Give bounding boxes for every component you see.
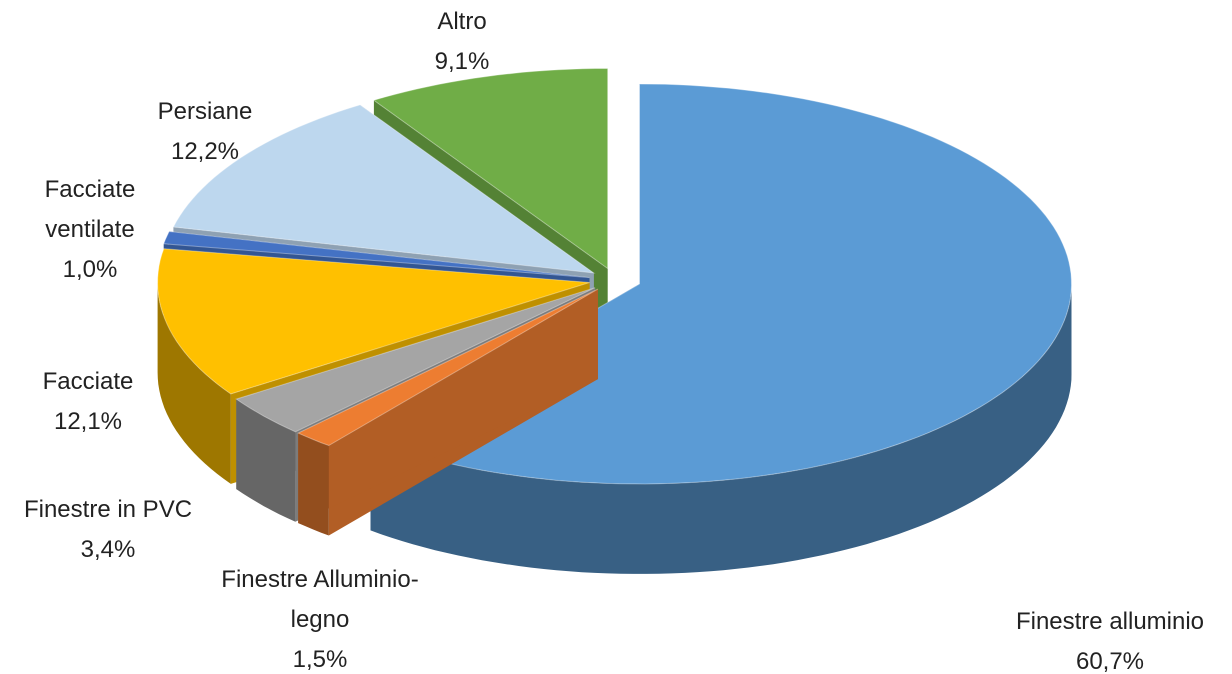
slice-label: Altro 9,1% xyxy=(312,2,612,82)
category-label: Finestre in PVC xyxy=(23,496,193,523)
category-label: Altro xyxy=(437,8,487,35)
category-label: Finestre Alluminio-legno xyxy=(221,566,419,633)
slice xyxy=(372,68,609,270)
slice-label: Finestre in PVC 3,4% xyxy=(0,490,258,570)
slice xyxy=(296,288,599,447)
slice-wall xyxy=(236,399,296,522)
slice xyxy=(162,230,590,279)
slice-wall xyxy=(298,433,329,536)
slice-label: Finestre alluminio 60,7% xyxy=(960,602,1232,674)
slice xyxy=(235,287,596,433)
category-label: Facciate xyxy=(42,368,134,395)
category-label: Finestre alluminio xyxy=(1015,608,1205,635)
value-label: 1,5% xyxy=(292,646,348,673)
slice-label: Persiane 12,2% xyxy=(55,92,355,172)
slice xyxy=(172,104,596,274)
value-label: 12,2% xyxy=(170,138,240,165)
slice-wall xyxy=(370,284,1072,574)
category-label: Facciate ventilate xyxy=(44,176,136,243)
value-label: 3,4% xyxy=(80,536,136,563)
slice-side xyxy=(298,289,598,524)
value-label: 9,1% xyxy=(434,48,490,75)
slice-label: Facciate 12,1% xyxy=(0,362,238,442)
category-label: Persiane xyxy=(157,98,253,125)
slice-wall xyxy=(157,282,231,484)
slice-label: Finestre Alluminio-legno 1,5% xyxy=(210,560,430,674)
value-label: 60,7% xyxy=(1075,648,1145,674)
slice-label: Facciate ventilate 1,0% xyxy=(20,170,160,290)
value-label: 12,1% xyxy=(53,408,123,435)
value-label: 1,0% xyxy=(62,256,118,283)
slice xyxy=(157,248,590,395)
